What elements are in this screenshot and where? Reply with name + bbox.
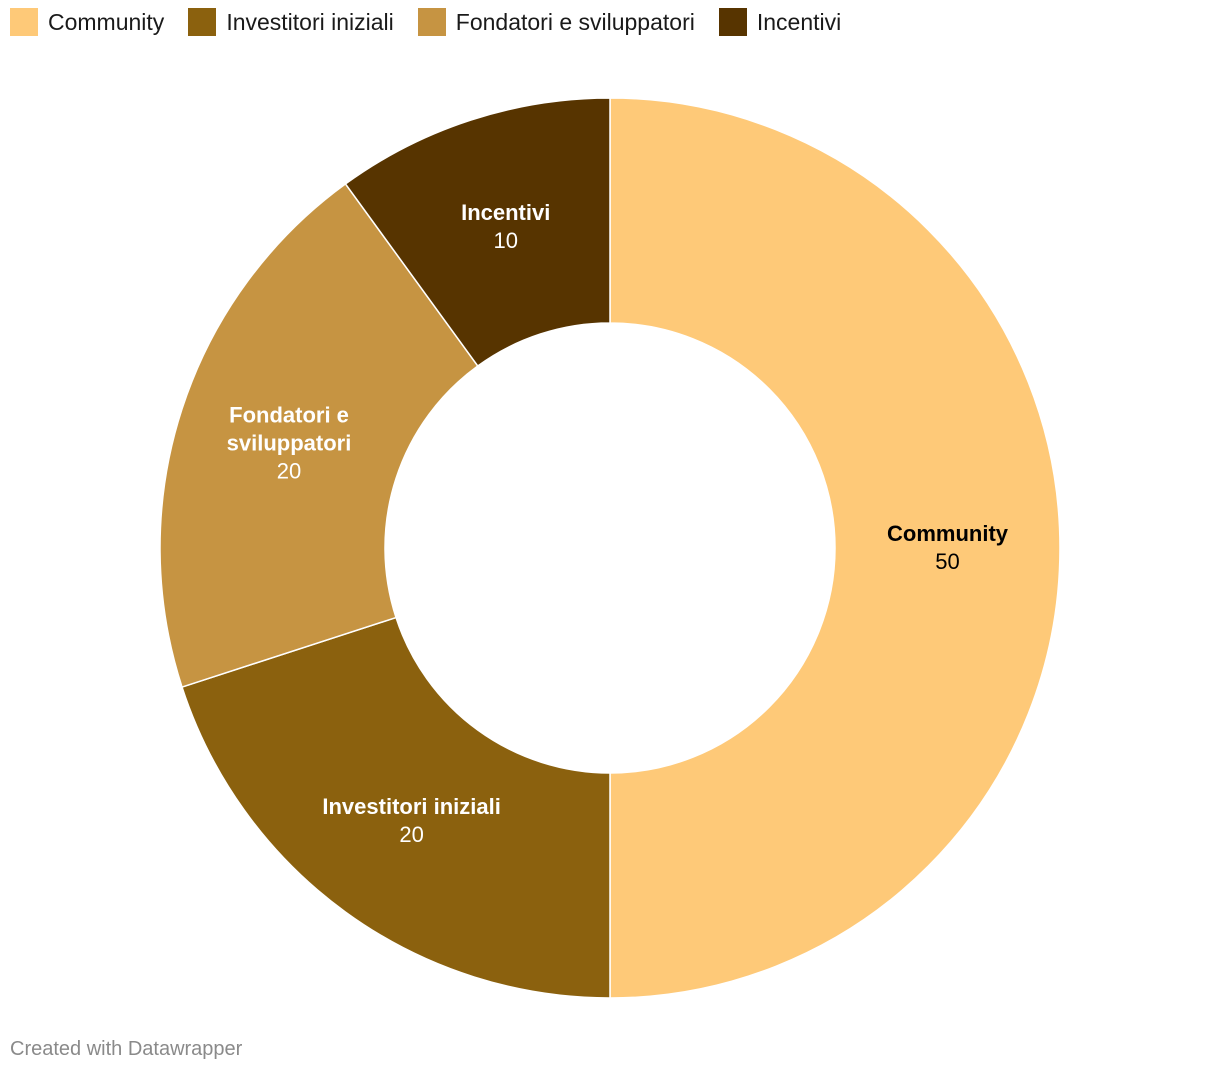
legend-label: Incentivi	[756, 8, 842, 35]
slice-label: Community	[887, 521, 1009, 546]
legend-item: Community	[10, 8, 164, 36]
legend-item: Fondatori e sviluppatori	[417, 8, 695, 36]
legend-swatch	[417, 8, 446, 36]
footer-credit: Created with Datawrapper	[10, 1038, 243, 1060]
legend-item: Incentivi	[718, 8, 842, 36]
pie-slice	[609, 97, 1061, 999]
pie-slice	[159, 182, 479, 689]
slice-label: Incentivi	[461, 200, 550, 225]
slice-label: sviluppatori	[227, 431, 352, 456]
pie-slice	[344, 97, 611, 368]
legend-swatch	[188, 8, 217, 36]
slice-value-label: 10	[493, 228, 517, 253]
legend-label: Community	[48, 8, 165, 35]
slice-value-label: 20	[277, 459, 301, 484]
slice-value-label: 50	[935, 549, 959, 574]
chart-legend: Community Investitori iniziali Fondatori e…	[10, 8, 841, 36]
legend-label: Investitori iniziali	[226, 8, 394, 35]
slice-value-label: 20	[399, 822, 423, 847]
legend-label: Fondatori e sviluppatori	[455, 8, 695, 35]
pie-slice	[181, 616, 611, 999]
legend-item: Investitori iniziali	[188, 8, 394, 36]
slice-label: Investitori iniziali	[322, 794, 500, 819]
legend-swatch	[718, 8, 747, 36]
slice-label: Fondatori e	[229, 403, 349, 428]
legend-swatch	[10, 8, 38, 36]
